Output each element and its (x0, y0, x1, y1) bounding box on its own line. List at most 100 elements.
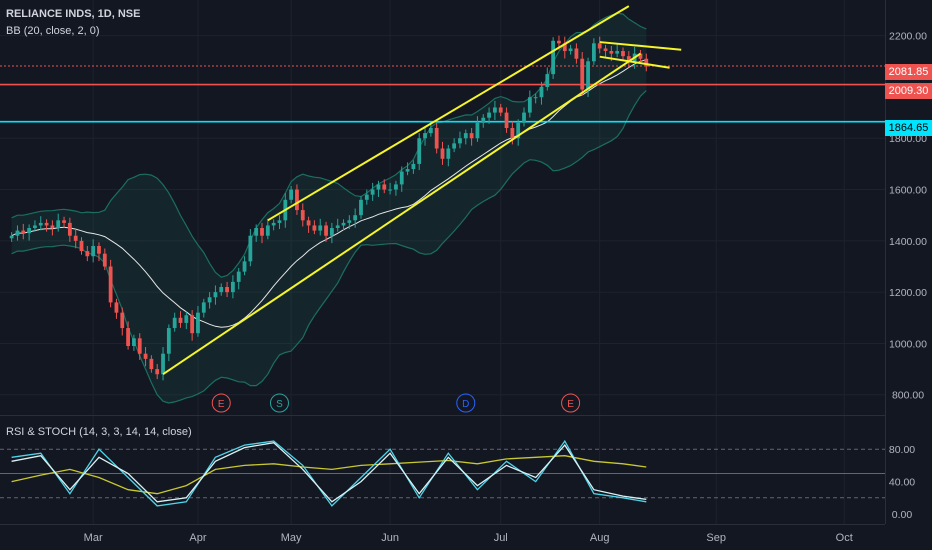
candle-body (347, 220, 352, 223)
candle-body (359, 199, 363, 216)
bb-legend[interactable]: BB (20, close, 2, 0) (6, 25, 100, 37)
candle-body (475, 122, 480, 139)
price-axis: 800.00 1000.00 1200.00 1400.00 1600.00 1800.0… (889, 31, 927, 521)
candle-body (56, 220, 61, 229)
candle-body (248, 235, 253, 262)
osc-series (11, 455, 647, 495)
candle-body (580, 58, 585, 90)
candle-body (446, 148, 451, 159)
candle-body (557, 40, 561, 44)
candle-body (126, 328, 130, 347)
grid (0, 0, 885, 524)
candle-body (79, 240, 84, 252)
bollinger-bands (11, 12, 647, 404)
candle-body (166, 328, 171, 354)
price-tick-label: 1000.00 (889, 338, 927, 350)
candle-body (463, 133, 468, 139)
candle-body (67, 222, 72, 236)
time-axis-separator (0, 524, 885, 525)
trendlines (162, 5, 682, 376)
osc-tick-label: 80.00 (889, 444, 915, 456)
candle-body (458, 138, 462, 144)
candle-body (481, 117, 486, 123)
candle-body (137, 338, 142, 354)
candle-body (85, 251, 90, 257)
time-tick-label: Sep (706, 532, 726, 544)
candle-body (370, 189, 375, 195)
price-tag-support: 2009.30 (885, 83, 932, 99)
osc-legend[interactable]: RSI & STOCH (14, 3, 3, 14, 14, close) (6, 426, 192, 438)
candle-body (265, 225, 270, 236)
candle-body (591, 43, 596, 62)
candle-body (97, 245, 101, 254)
candle-body (609, 51, 614, 54)
candle-body (289, 189, 294, 200)
candle-body (306, 220, 311, 226)
time-tick-label: May (281, 532, 302, 544)
candle-body (394, 184, 398, 190)
candle-body (469, 133, 474, 139)
candle-body (324, 225, 328, 236)
price-tick-label: 1400.00 (889, 236, 927, 248)
event-label: E (567, 399, 574, 410)
candle-body (120, 312, 125, 329)
osc-tick-label: 40.00 (889, 477, 915, 489)
symbol-title[interactable]: RELIANCE INDS, 1D, NSE (6, 8, 141, 20)
candle-body (376, 184, 381, 190)
band-basis (11, 59, 647, 328)
time-tick-label: Oct (836, 532, 853, 544)
candle-body (15, 230, 20, 236)
candle-body (21, 230, 26, 234)
osc-tick-label: 0.00 (892, 509, 913, 521)
candle-body (196, 312, 200, 334)
candle-body (388, 189, 392, 191)
band-lower (11, 90, 647, 404)
candle-body (510, 127, 515, 139)
candle-body (626, 56, 631, 62)
candle-body (254, 228, 259, 236)
osc-series (11, 442, 647, 503)
price-tick-label: 2200.00 (889, 31, 927, 43)
candle-body (644, 58, 649, 67)
candle-body (73, 235, 78, 241)
pane-separator[interactable] (0, 415, 885, 416)
candle-body (603, 48, 608, 52)
time-tick-label: Jun (381, 532, 399, 544)
candle-body (143, 353, 148, 359)
candle-body (184, 315, 189, 323)
candle-body (545, 74, 550, 87)
price-tick-label: 1800.00 (889, 133, 927, 145)
candle-body (172, 317, 177, 329)
candles (9, 35, 649, 381)
candle-body (225, 287, 229, 293)
event-marker (561, 393, 581, 413)
candle-body (452, 143, 457, 149)
candle-body (364, 194, 369, 200)
candle-body (271, 222, 276, 226)
candle-body (236, 271, 241, 282)
candle-body (44, 222, 49, 226)
candle-body (201, 302, 206, 313)
time-tick-label: Aug (590, 532, 610, 544)
candle-body (9, 235, 14, 239)
candle-body (312, 225, 317, 231)
candle-body (539, 86, 544, 98)
candle-body (341, 222, 346, 226)
time-tick-label: Apr (189, 532, 206, 544)
channel-upper-line (267, 5, 630, 222)
candle-body (114, 302, 119, 313)
candle-body (551, 40, 556, 75)
candle-body (155, 369, 160, 375)
flag-upper-line (599, 41, 682, 51)
event-marker (211, 393, 231, 413)
candle-body (417, 138, 422, 164)
candle-body (178, 317, 183, 323)
event-marker (456, 393, 476, 413)
candle-body (213, 292, 218, 298)
price-tick-label: 1200.00 (889, 287, 927, 299)
event-marker (269, 393, 289, 413)
candle-body (399, 171, 404, 185)
price-tag-cyan: 1864.65 (885, 120, 932, 136)
